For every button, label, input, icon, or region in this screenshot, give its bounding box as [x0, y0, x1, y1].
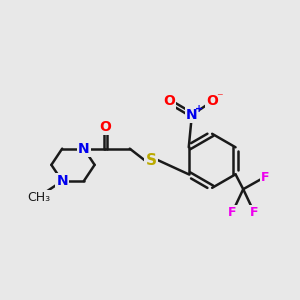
- Text: N: N: [186, 108, 198, 122]
- Text: S: S: [146, 153, 157, 168]
- Text: O: O: [163, 94, 175, 108]
- Text: CH₃: CH₃: [28, 191, 51, 204]
- Text: F: F: [261, 170, 269, 184]
- Text: O: O: [206, 94, 218, 108]
- Text: F: F: [250, 206, 258, 219]
- Text: O: O: [100, 120, 111, 134]
- Text: ⁻: ⁻: [216, 92, 223, 105]
- Text: +: +: [195, 104, 203, 115]
- Text: F: F: [228, 206, 237, 219]
- Text: N: N: [78, 142, 90, 156]
- Text: N: N: [56, 174, 68, 188]
